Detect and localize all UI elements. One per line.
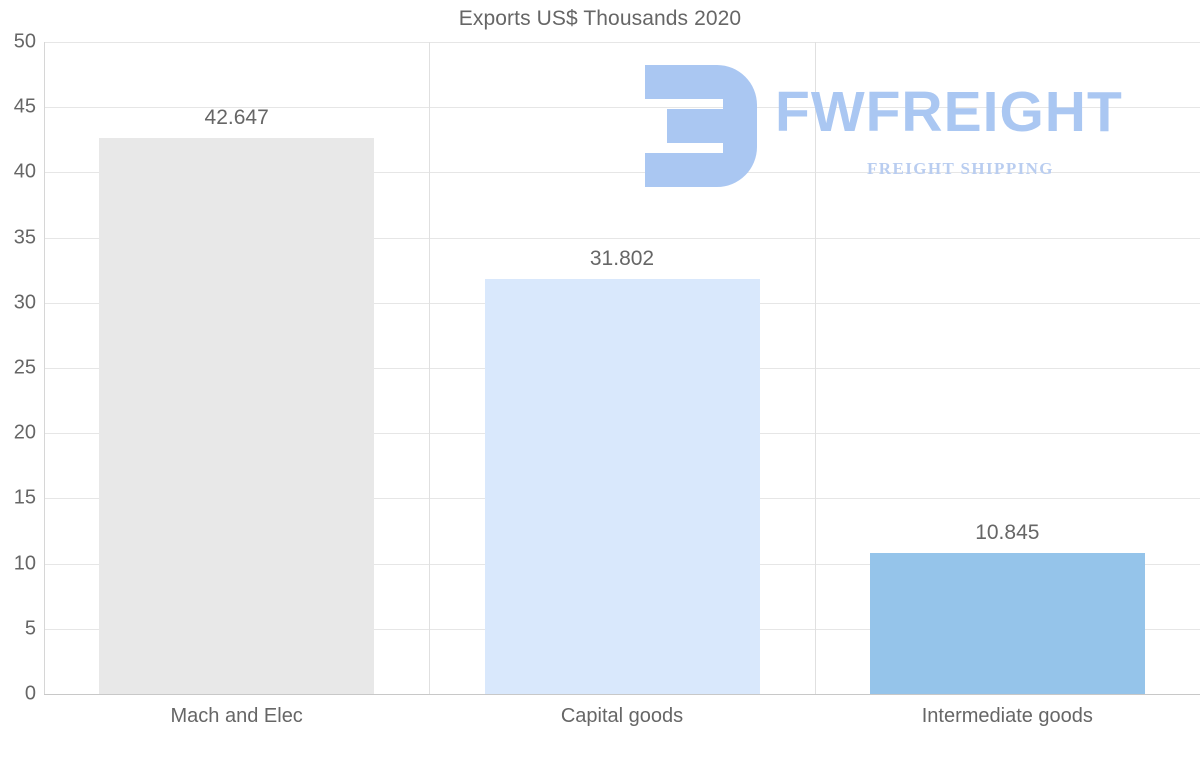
y-axis-line [44,42,45,695]
y-axis-tick-label: 15 [13,486,36,509]
y-axis-tick-label: 40 [13,160,36,183]
y-axis-tick-label: 45 [13,95,36,118]
y-axis-tick-label: 35 [13,226,36,249]
x-axis-category-label: Intermediate goods [921,705,1093,727]
gridline-horizontal [44,42,1200,43]
gridline-horizontal [44,172,1200,174]
x-axis-category-label: Capital goods [560,705,684,727]
y-axis-tick-label: 20 [13,421,36,444]
bar-value-label: 31.802 [589,247,655,271]
x-axis-category-label: Mach and Elec [170,705,303,727]
y-axis-tick-label: 5 [24,617,36,640]
bar-value-label: 42.647 [204,105,269,129]
gridline-horizontal [44,107,1200,109]
bar[interactable] [869,552,1145,694]
bar[interactable] [484,279,760,694]
gridline-vertical [429,42,430,694]
y-axis-tick-label: 50 [13,30,36,53]
y-axis-tick-label: 30 [13,291,36,314]
bar[interactable] [99,137,375,694]
gridline-vertical [815,42,816,694]
y-axis-tick-label: 0 [24,682,36,705]
y-axis-tick-label: 10 [13,552,36,575]
chart-title: Exports US$ Thousands 2020 [458,7,742,30]
y-axis-tick-label: 25 [13,356,36,379]
x-axis-line [44,694,1200,695]
gridline-horizontal [44,237,1200,239]
bar-value-label: 10.845 [975,520,1040,544]
